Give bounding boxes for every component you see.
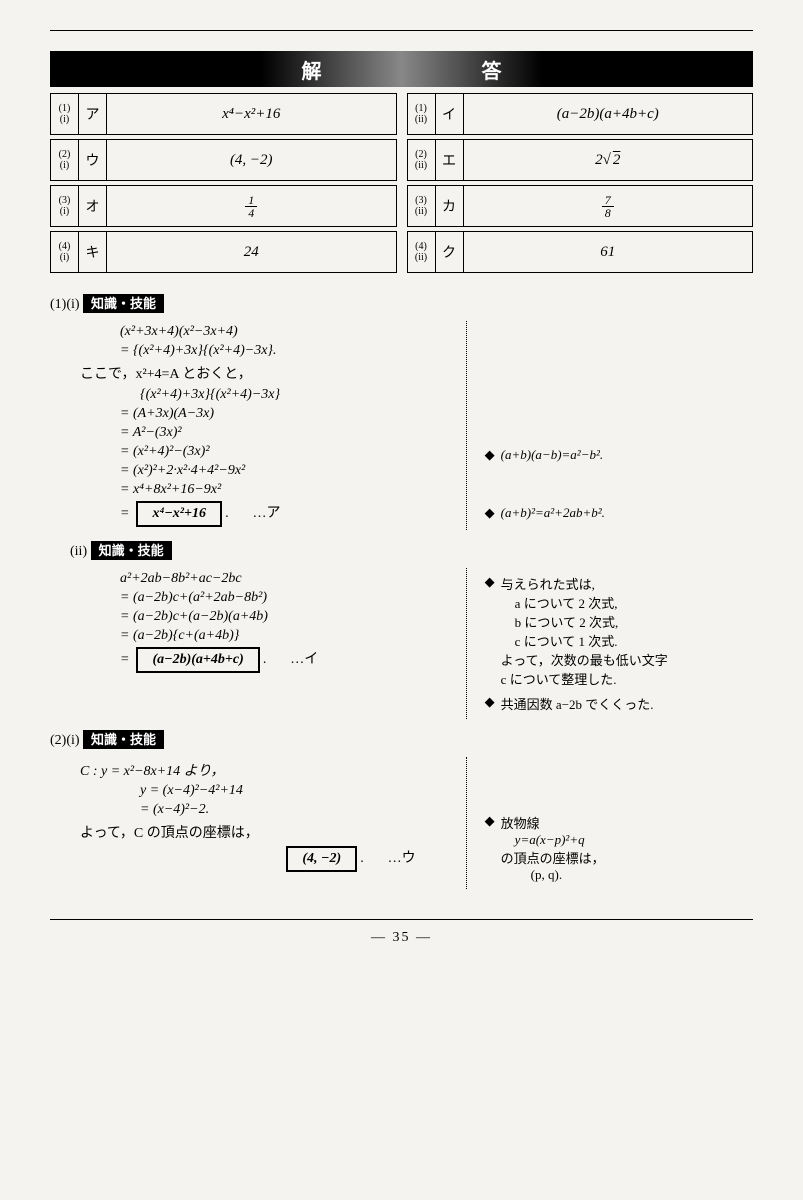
badge-2i: 知識・技能 xyxy=(83,730,164,749)
top-rule xyxy=(50,30,753,31)
qnum-1i: (1)(i) xyxy=(50,297,80,312)
eq: = (a−2b){c+(a+4b)} xyxy=(120,628,456,644)
eq: = (A+3x)(A−3x) xyxy=(120,406,456,422)
qnum-2i: (2)(i) xyxy=(50,733,80,748)
answer-row: (4)(i)キ24 xyxy=(50,231,397,273)
side-note: ◆共通因数 a−2b でくくった. xyxy=(485,694,753,713)
main-1i: (x²+3x+4)(x²−3x+4) = {(x²+4)+3x}{(x²+4)−… xyxy=(50,321,456,530)
boxed-answer: (4, −2) xyxy=(286,846,357,872)
answer-row: (4)(ii)ク61 xyxy=(407,231,754,273)
answer-kana: イ xyxy=(436,94,464,134)
answer-index: (4)(ii) xyxy=(408,232,436,272)
answer-index: (1)(ii) xyxy=(408,94,436,134)
eq: = x⁴+8x²+16−9x² xyxy=(120,482,456,498)
answer-index: (2)(i) xyxy=(51,140,79,180)
answer-kana: ア xyxy=(79,94,107,134)
side-1i: ◆(a+b)(a−b)=a²−b². ◆(a+b)²=a²+2ab+b². xyxy=(466,321,753,530)
result-line: = (a−2b)(a+4b+c) . …イ xyxy=(120,647,456,673)
answer-value: 24 xyxy=(107,232,396,272)
text: ここで，x²+4=A とおくと， xyxy=(80,363,456,383)
eq: = (a−2b)c+(a−2b)(a+4b) xyxy=(120,609,456,625)
ref-mark: …イ xyxy=(290,652,318,667)
answer-col-left: (1)(i)アx⁴−x²+16(2)(i)ウ(4, −2)(3)(i)オ14(4… xyxy=(50,93,397,277)
answer-row: (3)(i)オ14 xyxy=(50,185,397,227)
answer-index: (3)(ii) xyxy=(408,186,436,226)
answer-kana: オ xyxy=(79,186,107,226)
eq: y = (x−4)²−4²+14 xyxy=(140,783,456,799)
side-note: ◆(a+b)²=a²+2ab+b². xyxy=(485,505,753,521)
eq: = (x−4)²−2. xyxy=(140,802,456,818)
side-note: ◆ 与えられた式は, a について 2 次式, b について 2 次式, c に… xyxy=(485,574,753,688)
main-2i: C : y = x²−8x+14 より， y = (x−4)²−4²+14 = … xyxy=(50,757,456,889)
eq: C : y = x²−8x+14 より， xyxy=(80,760,456,780)
eq: = (a−2b)c+(a²+2ab−8b²) xyxy=(120,590,456,606)
answer-index: (3)(i) xyxy=(51,186,79,226)
answer-value: 61 xyxy=(464,232,753,272)
answer-kana: キ xyxy=(79,232,107,272)
answer-col-right: (1)(ii)イ(a−2b)(a+4b+c)(2)(ii)エ2√2(3)(ii)… xyxy=(407,93,754,277)
ref-mark: …ウ xyxy=(388,851,416,866)
answer-kana: カ xyxy=(436,186,464,226)
text: よって，C の頂点の座標は， xyxy=(80,822,456,842)
answer-value: (a−2b)(a+4b+c) xyxy=(464,94,753,134)
answer-index: (4)(i) xyxy=(51,232,79,272)
boxed-answer: x⁴−x²+16 xyxy=(136,501,222,527)
main-1ii: a²+2ab−8b²+ac−2bc = (a−2b)c+(a²+2ab−8b²)… xyxy=(50,568,456,719)
answer-table: (1)(i)アx⁴−x²+16(2)(i)ウ(4, −2)(3)(i)オ14(4… xyxy=(50,93,753,277)
answer-kana: ウ xyxy=(79,140,107,180)
answer-row: (3)(ii)カ78 xyxy=(407,185,754,227)
result-line: = x⁴−x²+16 . …ア xyxy=(120,501,456,527)
answer-row: (2)(ii)エ2√2 xyxy=(407,139,754,181)
qnum-1ii: (ii) xyxy=(70,544,87,559)
side-note: ◆(a+b)(a−b)=a²−b². xyxy=(485,447,753,463)
answer-value: 14 xyxy=(107,186,396,226)
answer-value: 78 xyxy=(464,186,753,226)
eq: = (x²+4)²−(3x)² xyxy=(120,444,456,460)
section-1i-label: (1)(i) 知識・技能 xyxy=(50,293,753,313)
eq: (x²+3x+4)(x²−3x+4) xyxy=(120,324,456,340)
section-header: 解 答 xyxy=(50,51,753,87)
side-note: ◆ 放物線 y=a(x−p)²+q の頂点の座標は， (p, q). xyxy=(485,813,753,883)
answer-value: 2√2 xyxy=(464,140,753,180)
badge-1i: 知識・技能 xyxy=(83,294,164,313)
page-number: — 35 — xyxy=(50,919,753,946)
badge-1ii: 知識・技能 xyxy=(91,541,172,560)
answer-index: (1)(i) xyxy=(51,94,79,134)
answer-kana: ク xyxy=(436,232,464,272)
side-1ii: ◆ 与えられた式は, a について 2 次式, b について 2 次式, c に… xyxy=(466,568,753,719)
eq: = A²−(3x)² xyxy=(120,425,456,441)
answer-row: (2)(i)ウ(4, −2) xyxy=(50,139,397,181)
ref-mark: …ア xyxy=(252,506,280,521)
result-line: (4, −2) . …ウ xyxy=(80,846,456,872)
boxed-answer: (a−2b)(a+4b+c) xyxy=(136,647,259,673)
eq: {(x²+4)+3x}{(x²+4)−3x} xyxy=(140,387,456,403)
section-2i-label: (2)(i) 知識・技能 xyxy=(50,729,753,749)
answer-value: x⁴−x²+16 xyxy=(107,94,396,134)
answer-row: (1)(i)アx⁴−x²+16 xyxy=(50,93,397,135)
section-1ii-label: (ii) 知識・技能 xyxy=(70,540,753,560)
answer-index: (2)(ii) xyxy=(408,140,436,180)
eq: a²+2ab−8b²+ac−2bc xyxy=(120,571,456,587)
eq: = {(x²+4)+3x}{(x²+4)−3x}. xyxy=(120,343,456,359)
answer-kana: エ xyxy=(436,140,464,180)
eq: = (x²)²+2·x²·4+4²−9x² xyxy=(120,463,456,479)
side-2i: ◆ 放物線 y=a(x−p)²+q の頂点の座標は， (p, q). xyxy=(466,757,753,889)
answer-value: (4, −2) xyxy=(107,140,396,180)
answer-row: (1)(ii)イ(a−2b)(a+4b+c) xyxy=(407,93,754,135)
